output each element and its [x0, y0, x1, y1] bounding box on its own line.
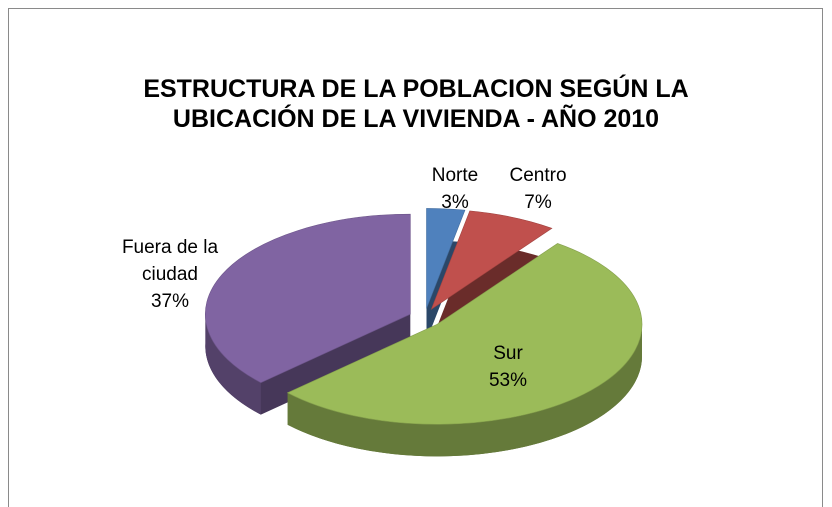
- data-label: Sur 53%: [468, 340, 548, 394]
- value-label: 37%: [150, 291, 190, 312]
- chart-title: ESTRUCTURA DE LA POBLACION SEGÚN LA UBIC…: [143, 75, 689, 133]
- value-label: 7%: [524, 192, 552, 213]
- pie-slice: [205, 213, 411, 415]
- data-label: Fuera de la ciudad 37%: [110, 234, 230, 315]
- category-label: Sur: [493, 343, 523, 364]
- slice-top: [430, 210, 553, 310]
- value-label: 3%: [441, 192, 469, 213]
- slice-top: [286, 243, 643, 425]
- slice-side: [287, 324, 643, 457]
- pie-slice: [286, 243, 643, 457]
- chart-frame: [8, 8, 823, 507]
- category-label: Norte: [431, 165, 479, 186]
- value-label: 53%: [488, 370, 528, 391]
- category-label: Centro: [509, 165, 567, 186]
- category-label: Fuera de la ciudad: [121, 237, 219, 285]
- slice-top: [205, 213, 411, 383]
- slice-top: [426, 208, 466, 309]
- data-label: Centro 7%: [498, 162, 578, 216]
- slice-side: [205, 314, 261, 415]
- data-label: Norte 3%: [415, 162, 495, 216]
